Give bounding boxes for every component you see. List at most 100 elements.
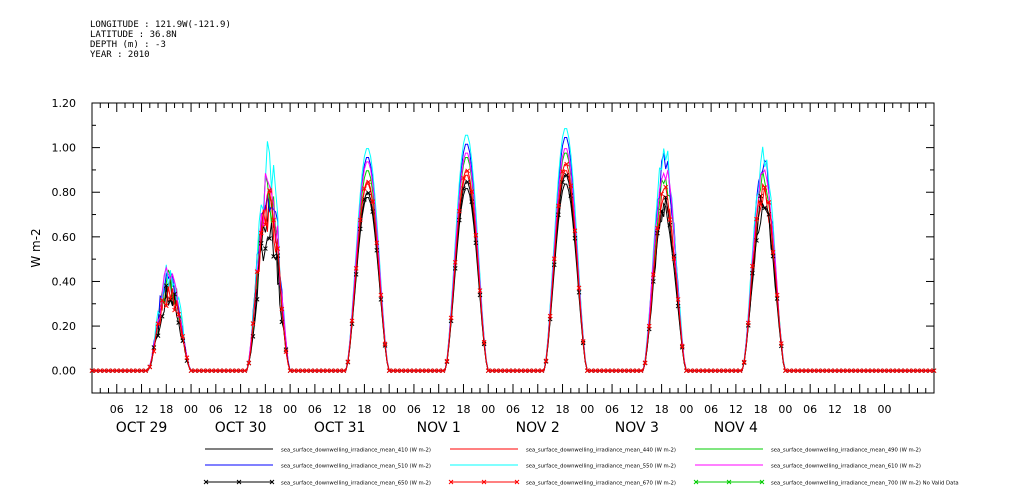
series-marker-670: [312, 368, 318, 374]
x-hour-label: 00: [877, 403, 891, 416]
series-marker-670: [865, 368, 871, 374]
series-marker-670: [696, 368, 702, 374]
series-marker-670: [717, 368, 722, 374]
series-marker-670: [308, 368, 314, 374]
series-marker-650: [275, 253, 281, 258]
metadata-header: LONGITUDE : 121.9W(-121.9) LATITUDE : 36…: [90, 20, 231, 60]
series-marker-670: [403, 368, 409, 374]
x-hour-label: 18: [655, 403, 669, 416]
x-hour-label: 00: [580, 403, 594, 416]
series-marker-670: [469, 189, 475, 195]
series-marker-650: [572, 235, 578, 241]
series-marker-670: [844, 368, 850, 374]
x-hour-label: 12: [630, 403, 644, 416]
series-marker-670: [296, 368, 301, 374]
series-marker-670: [795, 368, 801, 374]
series-marker-670: [97, 368, 103, 374]
series-marker-670: [502, 368, 508, 374]
series-marker-670: [143, 368, 149, 374]
series-marker-670: [700, 368, 706, 374]
x-hour-label: 00: [283, 403, 297, 416]
series-marker-670: [531, 368, 536, 374]
series-marker-670: [399, 368, 404, 374]
x-hour-label: 00: [679, 403, 693, 416]
series-marker-670: [824, 368, 830, 374]
legend-item-650: sea_surface_downwelling_irradiance_mean_…: [203, 479, 431, 487]
series-marker-670: [642, 360, 648, 366]
series-marker-670: [428, 368, 433, 374]
series-marker-670: [646, 323, 652, 329]
x-day-label: OCT 29: [116, 420, 168, 436]
series-marker-650: [366, 190, 371, 196]
series-line-410: [92, 183, 934, 372]
series-marker-670: [634, 368, 640, 374]
series-marker-670: [444, 358, 450, 364]
legend-marker: [203, 479, 209, 485]
chart-legend: sea_surface_downwelling_irradiance_mean_…: [203, 448, 959, 487]
series-marker-670: [238, 368, 243, 374]
legend-item-610: sea_surface_downwelling_irradiance_mean_…: [695, 464, 921, 470]
series-marker-670: [890, 368, 896, 374]
series-marker-670: [617, 368, 623, 374]
series-marker-670: [877, 368, 883, 374]
series-marker-670: [758, 201, 764, 207]
y-tick-label: 1.20: [52, 97, 77, 110]
series-marker-670: [708, 368, 714, 374]
series-marker-670: [419, 368, 425, 374]
series-marker-670: [341, 368, 347, 374]
chart-axes: 0.00 0.20 0.40 0.60 0.80 1.00 1.20 W m-2 06 12 18 0…: [29, 97, 935, 436]
series-marker-670: [832, 368, 838, 374]
series-marker-670: [221, 368, 227, 374]
series-marker-650: [675, 303, 681, 309]
series-marker-670: [201, 368, 206, 374]
x-hour-label: 18: [357, 403, 371, 416]
x-hour-label: 18: [853, 403, 867, 416]
series-marker-670: [791, 368, 797, 374]
x-hour-label: 00: [382, 403, 396, 416]
series-marker-670: [527, 368, 532, 374]
x-day-label: NOV 3: [615, 420, 659, 436]
series-marker-670: [225, 368, 231, 374]
series-marker-670: [122, 368, 128, 374]
series-marker-670: [172, 307, 177, 313]
series-marker-670: [655, 225, 660, 231]
series-marker-670: [679, 343, 685, 349]
series-marker-670: [283, 349, 289, 355]
series-marker-670: [291, 368, 297, 374]
series-marker-670: [572, 228, 578, 234]
series-marker-670: [861, 368, 867, 374]
x-hour-label: 12: [135, 403, 149, 416]
series-marker-670: [683, 368, 689, 374]
legend-label: sea_surface_downwelling_irradiance_mean_…: [771, 481, 959, 487]
x-hour-label: 06: [605, 403, 619, 416]
series-marker-670: [514, 368, 520, 374]
series-marker-670: [378, 292, 384, 298]
series-marker-670: [787, 368, 792, 374]
series-marker-670: [432, 368, 437, 374]
series-marker-670: [638, 368, 644, 374]
series-marker-670: [250, 321, 256, 326]
series-marker-670: [564, 161, 570, 167]
series-marker-670: [894, 368, 900, 374]
series-marker-670: [300, 368, 305, 374]
legend-marker: [236, 479, 242, 485]
series-marker-670: [345, 359, 351, 365]
series-marker-670: [333, 368, 338, 374]
series-marker-670: [613, 368, 619, 374]
y-tick-label: 0.80: [52, 186, 77, 199]
series-marker-670: [783, 368, 788, 374]
series-marker-670: [915, 368, 920, 374]
series-marker-670: [192, 368, 198, 374]
series-marker-670: [923, 368, 929, 374]
series-marker-670: [626, 368, 631, 374]
series-marker-670: [725, 368, 730, 374]
series-marker-670: [580, 338, 586, 344]
series-marker-670: [803, 368, 809, 374]
series-marker-670: [258, 230, 264, 236]
x-hour-label: 06: [704, 403, 718, 416]
x-hour-label: 12: [531, 403, 545, 416]
legend-marker: [448, 479, 454, 485]
series-marker-670: [262, 222, 268, 227]
series-marker-670: [353, 265, 359, 271]
y-tick-label: 0.20: [52, 320, 77, 333]
